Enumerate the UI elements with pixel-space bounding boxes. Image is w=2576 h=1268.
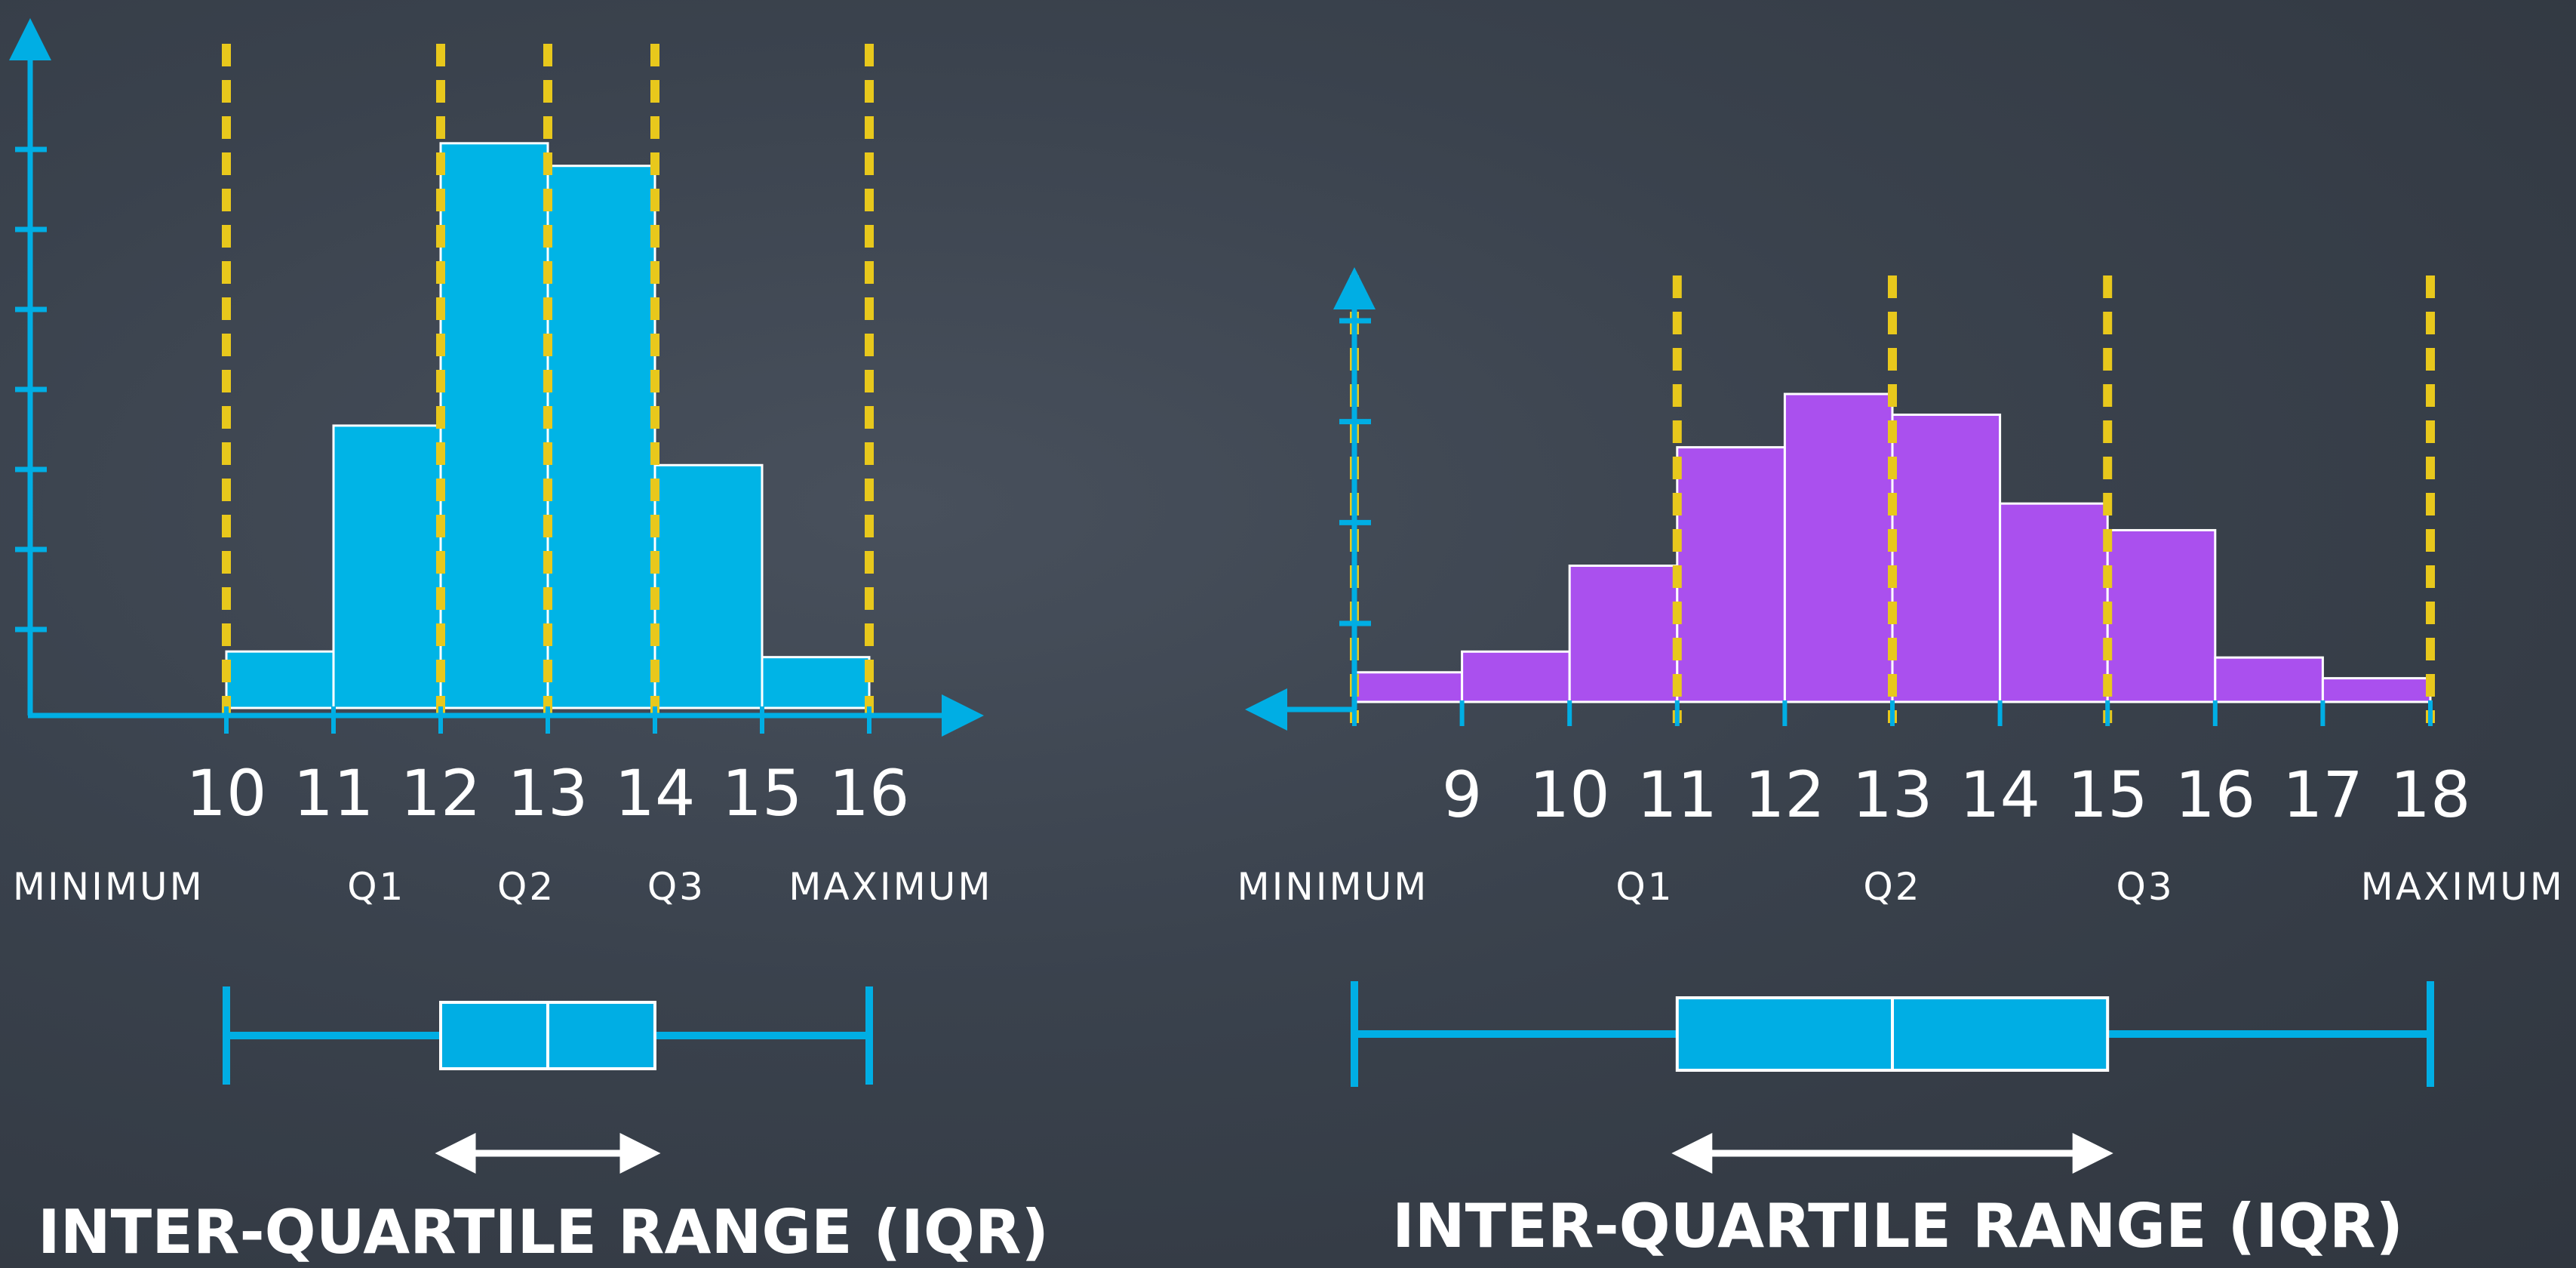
boxplot-right: [1351, 981, 2434, 1087]
x-tick-label: 17: [2282, 758, 2363, 832]
histogram-bar: [1999, 502, 2109, 703]
histogram-bar: [546, 165, 656, 709]
axes-left: [8, 18, 984, 737]
histogram-bar: [1568, 565, 1679, 703]
x-tick-label: 15: [722, 756, 803, 830]
x-tick-label: 10: [186, 756, 267, 830]
histogram-bars-right: [1353, 392, 2432, 703]
x-tick-label: 16: [829, 756, 910, 830]
histogram-bar: [2106, 528, 2217, 703]
boxplot-box-lower: [1675, 996, 1895, 1072]
histogram-bar: [761, 656, 871, 709]
x-tick-labels-left: 10 11 12 13 14 15 16: [186, 756, 910, 830]
iqr-title-right: INTER-QUARTILE RANGE (IQR): [1392, 1191, 2403, 1261]
x-axis-ticks-right: [1352, 700, 2433, 726]
x-tick-label: 15: [2067, 758, 2148, 832]
histogram-bar: [2321, 677, 2432, 703]
x-tick-label: 11: [1637, 758, 1717, 832]
histogram-bars-left: [225, 142, 871, 709]
axes-right: [1245, 267, 1376, 731]
x-tick-label: 16: [2175, 758, 2255, 832]
x-tick-labels-right: 9 10 11 12 13 14 15 16 17 18: [1442, 758, 2471, 832]
x-tick-label: 10: [1529, 758, 1610, 832]
histogram-bar: [1353, 671, 1464, 703]
iqr-title-left: INTER-QUARTILE RANGE (IQR): [38, 1197, 1049, 1267]
x-tick-label: 13: [1852, 758, 1933, 832]
y-axis-ticks-left: [15, 146, 47, 632]
stat-label-q2: Q2: [1863, 865, 1921, 909]
boxplot-box-upper: [546, 1001, 656, 1070]
boxplot-left: [223, 986, 873, 1085]
quartile-lines-left: [222, 44, 874, 716]
x-tick-label: 14: [615, 756, 696, 830]
histogram-bar: [1461, 650, 1571, 703]
histogram-bar: [1676, 446, 1786, 703]
stat-label-minimum: MINIMUM: [1237, 865, 1429, 909]
histogram-bar: [653, 463, 764, 709]
chart-right: 9 10 11 12 13 14 15 16 17 18 MINIMUM Q1 Q2 Q3 MAXIMUM…: [1237, 267, 2565, 1261]
stat-label-q1: Q1: [347, 865, 405, 909]
x-tick-label: 11: [294, 756, 374, 830]
stat-labels-right: MINIMUM Q1 Q2 Q3 MAXIMUM: [1237, 865, 2565, 909]
boxplot-box-lower: [439, 1001, 549, 1070]
stat-label-maximum: MAXIMUM: [788, 865, 992, 909]
x-tick-label: 9: [1442, 758, 1482, 832]
chart-left: 10 11 12 13 14 15 16 MINIMUM Q1 Q2 Q3 MAXIMUM INTE…: [8, 18, 1049, 1267]
x-tick-label: 12: [1744, 758, 1825, 832]
x-tick-label: 14: [1960, 758, 2040, 832]
y-axis-ticks-right: [1339, 318, 1371, 626]
histogram-bar: [225, 650, 335, 709]
x-tick-label: 12: [401, 756, 481, 830]
x-axis-ticks-left: [224, 706, 871, 734]
histogram-bar: [1891, 413, 2002, 703]
stat-label-q1: Q1: [1615, 865, 1674, 909]
stat-label-q3: Q3: [647, 865, 705, 909]
x-tick-label: 13: [508, 756, 589, 830]
histogram-bar: [439, 142, 549, 709]
histogram-bar: [2214, 656, 2324, 703]
stat-label-minimum: MINIMUM: [13, 865, 204, 909]
histogram-bar: [1783, 392, 1894, 703]
stat-label-q3: Q3: [2116, 865, 2175, 909]
histogram-bar: [332, 424, 442, 709]
stat-labels-left: MINIMUM Q1 Q2 Q3 MAXIMUM: [13, 865, 992, 909]
x-tick-label: 18: [2390, 758, 2471, 832]
stat-label-q2: Q2: [497, 865, 555, 909]
boxplot-box-upper: [1891, 996, 2110, 1072]
stat-label-maximum: MAXIMUM: [2361, 865, 2565, 909]
